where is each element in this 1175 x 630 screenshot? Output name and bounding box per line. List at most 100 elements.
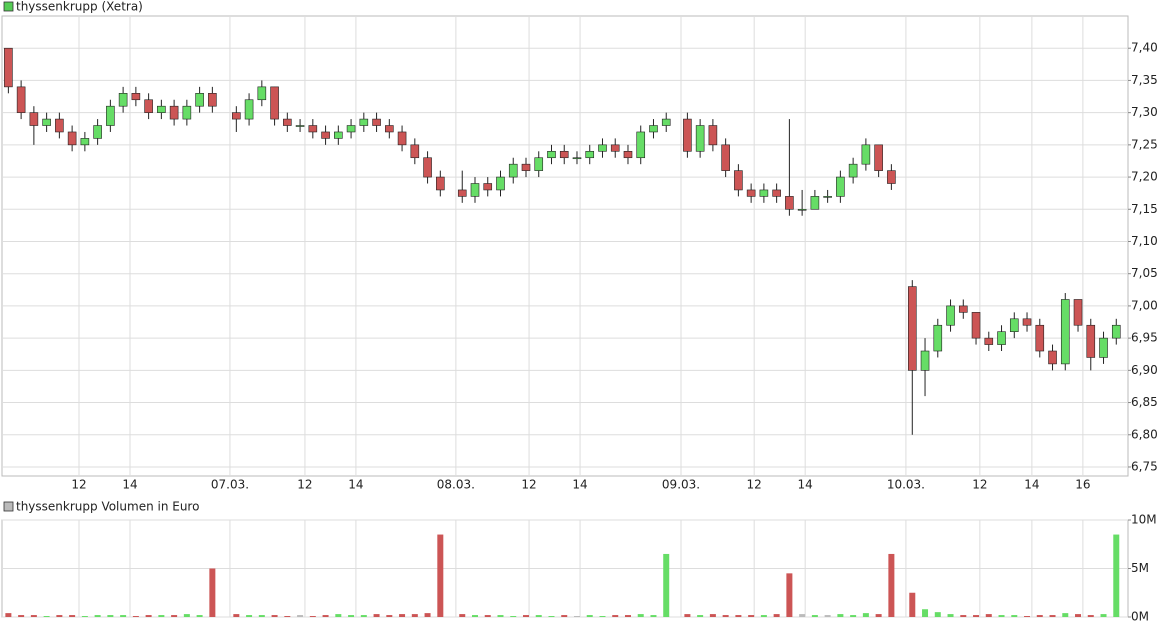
volume-bar [934, 612, 941, 617]
candle-body [683, 118, 692, 152]
candle-body [397, 131, 407, 146]
x-tick-label: 14 [798, 478, 813, 492]
volume-bar [348, 615, 355, 617]
volume-bar [773, 614, 780, 617]
legend-swatch [3, 1, 14, 12]
candle-body [1111, 324, 1121, 339]
x-tick-label: 14 [122, 478, 137, 492]
candle-body [457, 189, 467, 197]
volume-bar [824, 615, 831, 617]
y-tick-label: 7,20 [1131, 170, 1158, 184]
candle-body [308, 125, 318, 133]
candle-body [496, 176, 505, 191]
y-tick-label: 6,75 [1131, 459, 1158, 473]
candle-body [933, 324, 943, 352]
volume-bar [709, 614, 716, 617]
y-tick-label: 7,15 [1131, 202, 1158, 216]
candle-body [708, 125, 718, 146]
candle-body [410, 144, 420, 159]
candle-body [4, 47, 13, 88]
volume-bar [947, 614, 954, 617]
volume-bar [960, 615, 967, 617]
x-tick-label: 14 [348, 478, 363, 492]
volume-bar [748, 615, 755, 617]
candle-body [907, 286, 917, 371]
volume-bar [196, 615, 203, 617]
volume-bar [998, 615, 1005, 617]
candle-body [244, 99, 254, 120]
candle-body [610, 144, 620, 152]
volume-bar [322, 615, 329, 617]
volume-bar [973, 615, 980, 617]
candle-body [321, 131, 330, 139]
candle-body [946, 305, 955, 326]
candle-body [270, 86, 279, 120]
volume-bar [1011, 615, 1018, 617]
volume-bar [1024, 616, 1031, 617]
volume-bar [258, 615, 265, 617]
candle-body [283, 118, 292, 126]
candle-body [182, 105, 192, 120]
volume-bar [437, 534, 444, 617]
volume-bar [5, 613, 12, 617]
x-tick-label: 12 [747, 478, 762, 492]
volume-bar [799, 614, 806, 617]
candle-body [195, 93, 204, 107]
y-tick-label: 7,10 [1131, 234, 1158, 248]
candle-body [1048, 350, 1057, 365]
y-tick-label: 7,25 [1131, 137, 1158, 151]
candle-body [1009, 318, 1019, 332]
candle-body [971, 312, 981, 339]
candle-body [598, 144, 607, 152]
volume-bar [837, 614, 844, 617]
volume-bar [297, 615, 304, 617]
candle-body [874, 144, 883, 171]
x-tick-label: 12 [297, 478, 312, 492]
volume-bar [43, 616, 50, 617]
x-tick-label: 12 [521, 478, 536, 492]
candle-body [623, 150, 633, 159]
candle-body [759, 189, 769, 197]
volume-bar [909, 592, 916, 617]
candle-body [734, 170, 743, 191]
candle-body [636, 131, 646, 159]
candle-body [42, 118, 51, 126]
y-tick-label: 6,90 [1131, 363, 1158, 377]
volume-bar [373, 614, 380, 617]
volume-bar [271, 615, 278, 617]
x-tick-label: 14 [1024, 478, 1039, 492]
volume-bar [888, 553, 895, 617]
volume-bar [360, 615, 367, 617]
candle-body [661, 118, 671, 126]
x-tick-label: 12 [71, 478, 86, 492]
candle-body [423, 157, 432, 178]
candle-body [55, 118, 64, 133]
x-tick-label: 12 [972, 478, 987, 492]
candle-body [470, 183, 480, 197]
volume-bar [1087, 615, 1094, 617]
volume-bar [650, 615, 657, 617]
y-tick-label: 0M [1131, 610, 1149, 624]
volume-bar [81, 616, 88, 617]
volume-bar [1075, 614, 1082, 617]
volume-bar [1036, 615, 1043, 617]
candle-body [848, 163, 858, 178]
volume-bar [246, 615, 253, 617]
candle-body [93, 125, 102, 139]
volume-bar [471, 615, 478, 617]
volume-bar [1049, 615, 1056, 617]
candle-body [721, 144, 730, 171]
volume-bar [548, 616, 555, 617]
volume-bar [637, 614, 644, 617]
candle-body [1086, 324, 1096, 358]
candle-body [1073, 299, 1083, 326]
candle-body [106, 105, 115, 126]
volume-bar [497, 615, 504, 617]
candle-body [984, 337, 994, 345]
candle-body [997, 331, 1006, 345]
volume-bar [663, 553, 670, 617]
volume-bar [985, 614, 992, 617]
volume-bar [94, 615, 101, 617]
candle-body [920, 350, 930, 371]
